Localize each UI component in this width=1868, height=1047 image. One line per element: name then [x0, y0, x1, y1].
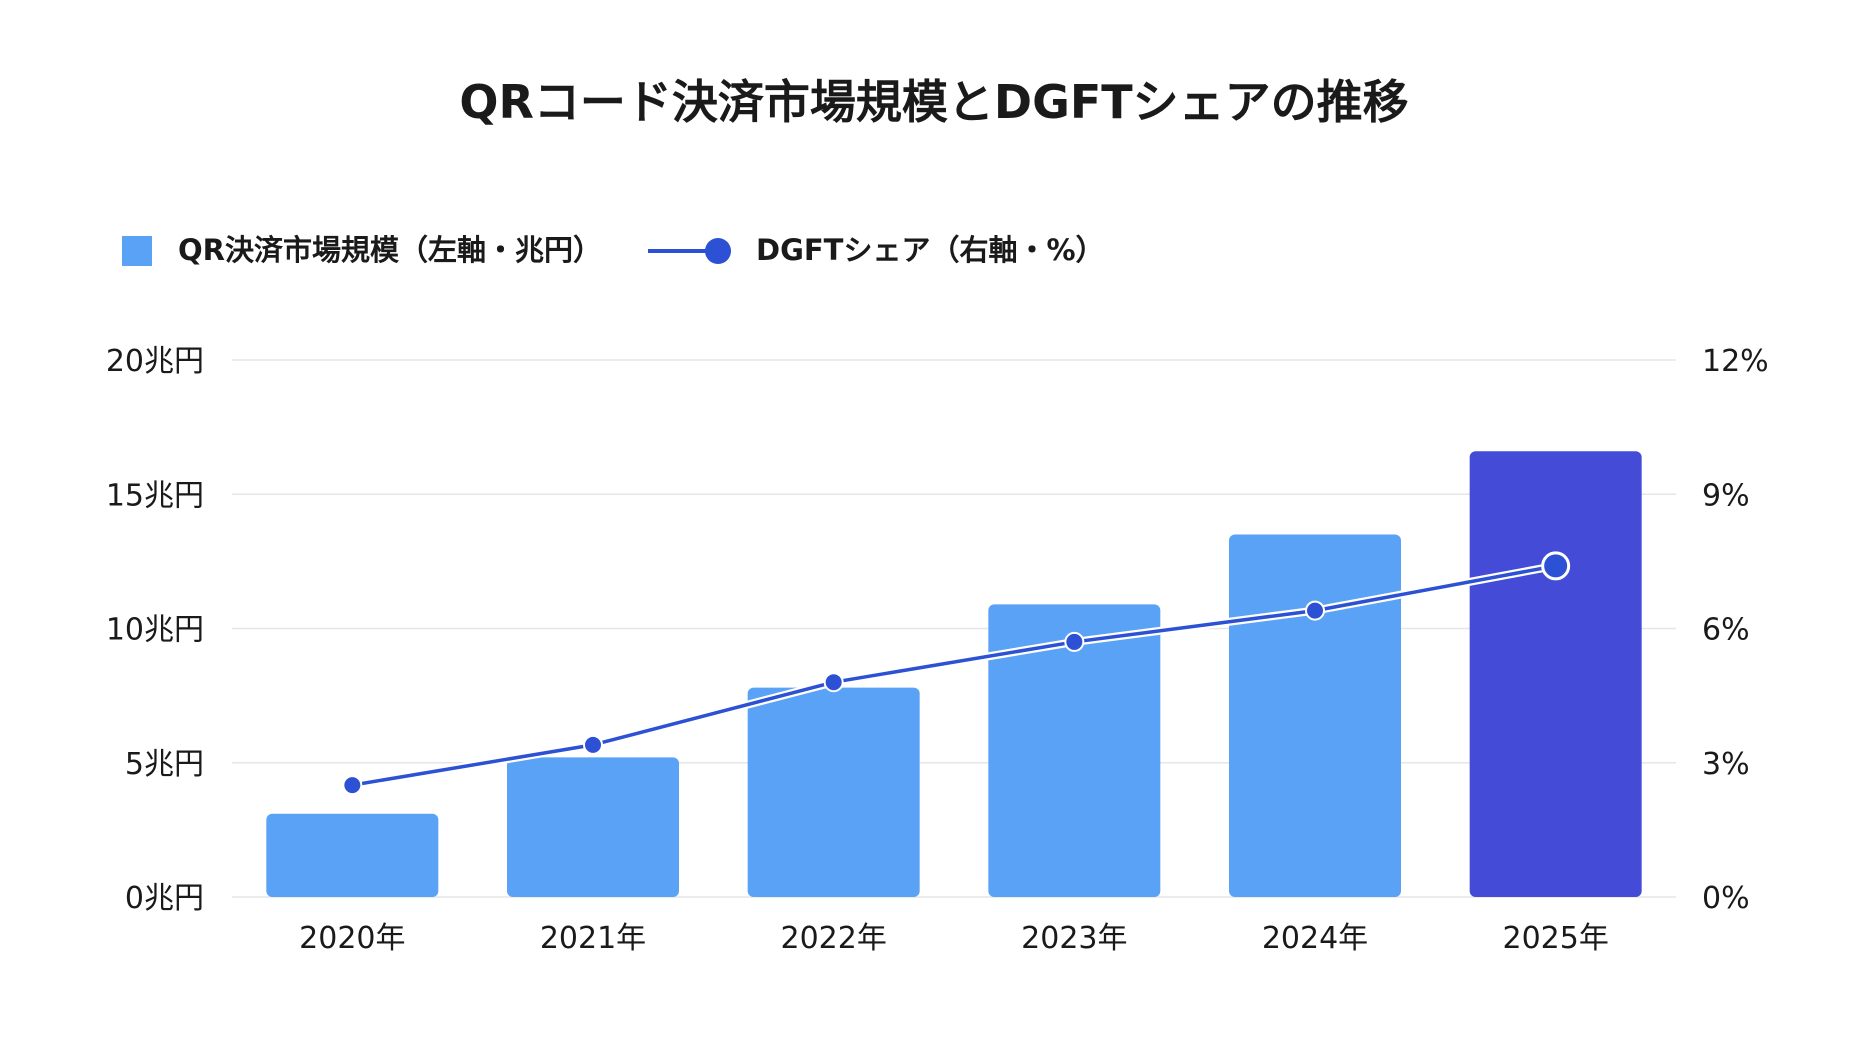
- line-point: [342, 775, 363, 796]
- y-right-tick-label: 6%: [1702, 613, 1750, 648]
- line-point: [583, 734, 603, 755]
- bar: [507, 757, 679, 897]
- y-left-tick-label: 10兆円: [106, 613, 204, 648]
- x-axis: 2020年 2021年 2022年 2023年 2024年 2025年: [299, 921, 1609, 956]
- line-point: [1541, 551, 1571, 581]
- y-left-tick-label: 15兆円: [106, 478, 204, 513]
- line-point: [1064, 631, 1085, 652]
- y-right-tick-label: 3%: [1702, 747, 1750, 782]
- x-tick-label: 2020年: [299, 921, 405, 956]
- bar: [266, 813, 439, 897]
- x-tick-label: 2023年: [1021, 921, 1127, 956]
- line-point: [823, 672, 844, 693]
- chart-title: QRコード決済市場規模とDGFTシェアの推移: [459, 75, 1408, 129]
- legend-bar-label: QR決済市場規模（左軸・兆円）: [178, 233, 602, 267]
- grid-lines: [232, 359, 1676, 898]
- line-series: [342, 551, 1571, 796]
- y-axis-right: 0% 3% 6% 9% 12%: [1702, 344, 1769, 916]
- bar: [747, 687, 920, 897]
- y-right-tick-label: 9%: [1702, 478, 1750, 513]
- x-tick-label: 2024年: [1262, 921, 1368, 956]
- bar: [988, 604, 1161, 897]
- line-point: [1305, 600, 1325, 621]
- bar: [1229, 534, 1401, 897]
- legend-line-marker: [705, 238, 731, 264]
- legend-line-label: DGFTシェア（右軸・%）: [756, 233, 1105, 267]
- y-axis-left: 0兆円 5兆円 10兆円 15兆円 20兆円: [106, 344, 204, 916]
- y-left-tick-label: 20兆円: [106, 344, 204, 379]
- bar: [1469, 451, 1642, 897]
- y-right-tick-label: 0%: [1702, 881, 1750, 916]
- y-right-tick-label: 12%: [1702, 344, 1769, 379]
- x-tick-label: 2021年: [540, 921, 646, 956]
- series-line: [352, 564, 1556, 787]
- bar-series: [266, 451, 1642, 897]
- x-tick-label: 2025年: [1502, 921, 1608, 956]
- y-left-tick-label: 5兆円: [125, 747, 204, 782]
- y-left-tick-label: 0兆円: [125, 881, 204, 916]
- x-tick-label: 2022年: [780, 921, 886, 956]
- legend: QR決済市場規模（左軸・兆円） DGFTシェア（右軸・%）: [122, 233, 1105, 267]
- legend-bar-swatch: [122, 236, 152, 266]
